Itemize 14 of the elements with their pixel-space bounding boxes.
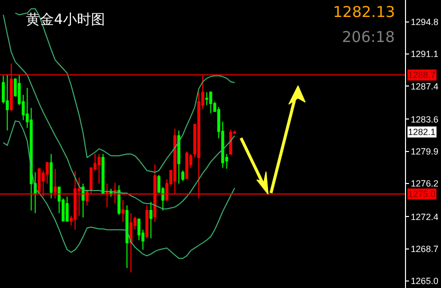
text: 206:18 [342,28,395,46]
y-tick-label: 1287.4 [410,81,438,92]
y-tick-label: 1265.0 [410,276,438,286]
ref-line-label: 1275.0 [408,189,436,199]
y-tick-label: 1294.8 [410,16,438,27]
y-tick-label: 1279.9 [410,146,438,157]
text: 1282.13 [333,3,396,21]
ref-line-label: 1288.7 [408,70,436,80]
y-tick-label: 1291.1 [410,49,438,60]
y-tick-label: 1268.7 [410,244,438,254]
y-tick-label: 1272.4 [410,212,438,222]
y-tick-label: 1283.6 [410,114,438,124]
text: 1282.1 [408,127,436,137]
y-tick-label: 1276.2 [410,178,438,189]
